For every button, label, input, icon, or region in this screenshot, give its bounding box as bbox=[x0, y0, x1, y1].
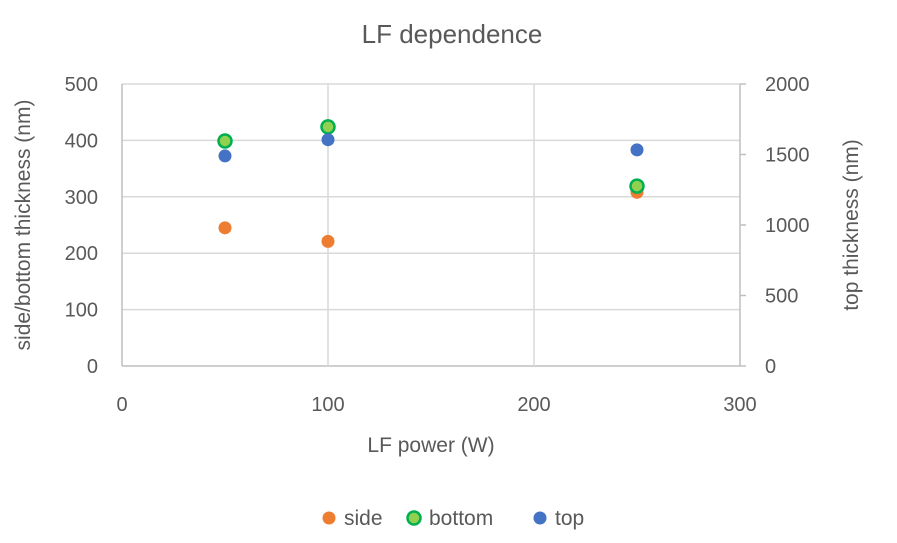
y2-tick-label: 500 bbox=[765, 286, 798, 308]
y-tick-label: 200 bbox=[65, 243, 98, 265]
legend: side bottom top bbox=[322, 507, 584, 530]
data-point-side bbox=[321, 234, 335, 248]
legend-marker-top bbox=[533, 511, 547, 525]
x-axis-title: LF power (W) bbox=[367, 434, 494, 457]
legend-label-top: top bbox=[555, 507, 584, 530]
data-points bbox=[217, 119, 645, 248]
chart-title: LF dependence bbox=[362, 19, 543, 49]
data-point-bottom bbox=[320, 119, 336, 135]
data-point-bottom bbox=[629, 178, 645, 194]
x-tick-label: 200 bbox=[517, 394, 550, 416]
x-tick-label: 300 bbox=[723, 394, 756, 416]
y2-axis-title: top thickness (nm) bbox=[840, 139, 863, 311]
y2-tick-label: 2000 bbox=[765, 74, 810, 96]
legend-marker-side bbox=[322, 511, 336, 525]
gridlines bbox=[121, 83, 746, 367]
data-point-top bbox=[630, 143, 644, 157]
x-tick-label: 0 bbox=[116, 394, 127, 416]
data-point-top bbox=[321, 133, 335, 147]
x-tick-label: 100 bbox=[311, 394, 344, 416]
data-point-bottom bbox=[217, 133, 233, 149]
y2-tick-label: 1000 bbox=[765, 215, 810, 237]
y-tick-label: 400 bbox=[65, 130, 98, 152]
legend-label-bottom: bottom bbox=[429, 507, 493, 530]
y-tick-label: 100 bbox=[65, 300, 98, 322]
y2-tick-label: 0 bbox=[765, 356, 776, 378]
data-point-top bbox=[218, 149, 232, 163]
y-tick-label: 500 bbox=[65, 74, 98, 96]
legend-marker-bottom bbox=[406, 510, 422, 526]
y-axis-title: side/bottom thickness (nm) bbox=[12, 100, 35, 351]
legend-label-side: side bbox=[344, 507, 383, 530]
y-tick-label: 0 bbox=[87, 356, 98, 378]
y-tick-label: 300 bbox=[65, 187, 98, 209]
data-point-side bbox=[218, 221, 232, 235]
y2-tick-label: 1500 bbox=[765, 145, 810, 167]
tick-labels: 0 100 200 300 400 500 0 100 200 300 0 500 1000 1500 20… bbox=[65, 74, 810, 416]
